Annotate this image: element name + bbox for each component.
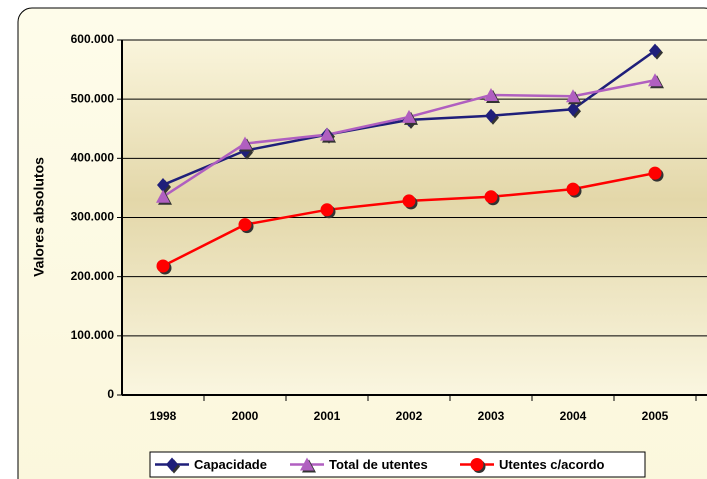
- y-tick-label: 300.000: [71, 210, 115, 224]
- point: [566, 182, 580, 196]
- x-tick-label: 2000: [232, 409, 259, 423]
- series-markers: [156, 73, 664, 205]
- y-tick-label: 100.000: [71, 328, 115, 342]
- point: [484, 190, 498, 204]
- point: [157, 177, 169, 192]
- x-tick-label: 2005: [642, 409, 669, 423]
- point: [166, 457, 178, 472]
- y-tick-label: 0: [107, 387, 114, 401]
- point: [566, 89, 580, 103]
- point: [320, 203, 334, 217]
- point: [648, 73, 662, 87]
- x-tick-label: 2002: [396, 409, 423, 423]
- y-tick-label: 200.000: [71, 269, 115, 283]
- point: [402, 109, 416, 123]
- legend-label: Capacidade: [194, 457, 267, 472]
- point: [300, 457, 314, 471]
- legend-label: Total de utentes: [329, 457, 428, 472]
- y-tick-label: 500.000: [71, 91, 115, 105]
- point: [485, 108, 497, 123]
- point: [402, 194, 416, 208]
- point: [649, 43, 661, 58]
- legend-label: Utentes c/acordo: [499, 457, 605, 472]
- x-tick-label: 2003: [478, 409, 505, 423]
- point: [470, 458, 484, 471]
- x-tick-label: 2004: [560, 409, 587, 423]
- point: [484, 88, 498, 102]
- point: [238, 136, 252, 150]
- y-tick-label: 400.000: [71, 151, 115, 165]
- x-tick-label: 1998: [150, 409, 177, 423]
- point: [238, 218, 252, 232]
- point: [156, 189, 170, 203]
- x-tick-label: 2001: [314, 409, 341, 423]
- y-tick-label: 600.000: [71, 32, 115, 46]
- legend-box: [149, 451, 646, 478]
- point: [320, 127, 334, 141]
- y-axis-title: Valores absolutos: [31, 157, 47, 277]
- point: [567, 102, 579, 117]
- legend: Capacidade Total de utentes Utentes c/acor…: [149, 451, 646, 478]
- point: [648, 166, 662, 180]
- series-markers: [156, 166, 664, 275]
- point: [156, 259, 170, 273]
